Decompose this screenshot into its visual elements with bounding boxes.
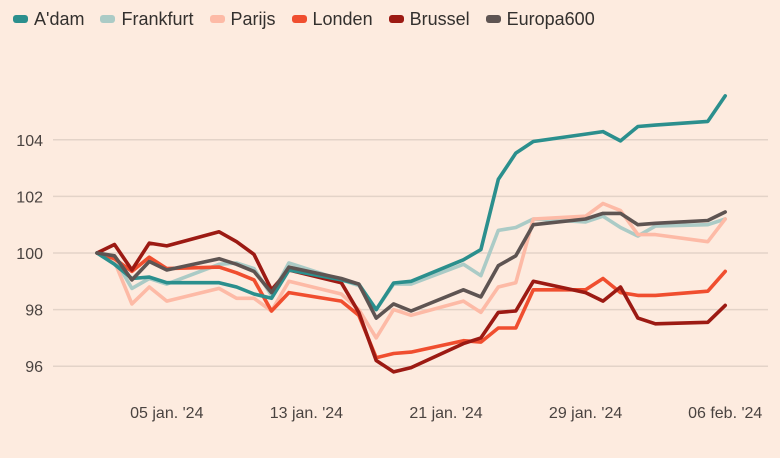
- x-tick-label: 29 jan. '24: [549, 405, 622, 422]
- legend-swatch: [13, 15, 28, 23]
- x-tick-label: 13 jan. '24: [270, 405, 343, 422]
- y-tick-label: 100: [16, 246, 43, 263]
- legend-swatch: [291, 15, 307, 23]
- legend-label: Parijs: [230, 8, 276, 29]
- y-tick-label: 104: [16, 133, 43, 150]
- legend-label: A'dam: [34, 8, 85, 29]
- x-tick-label: 06 feb. '24: [688, 405, 762, 422]
- y-tick-label: 98: [25, 303, 43, 320]
- series-line-adam: [95, 94, 728, 312]
- y-tick-label: 102: [16, 189, 43, 206]
- legend-item: A'dam: [13, 9, 84, 30]
- y-tick-label: 96: [25, 359, 43, 376]
- legend: A'dam Frankfurt Parijs Londen Brussel Europa6…: [13, 6, 595, 32]
- legend-label: Frankfurt: [121, 8, 194, 29]
- series-line-londen: [95, 251, 728, 360]
- legend-item: Europa600: [485, 8, 595, 30]
- x-tick-label: 21 jan. '24: [409, 405, 482, 422]
- legend-item: Parijs: [209, 8, 276, 30]
- legend-item: Frankfurt: [100, 8, 194, 30]
- legend-swatch: [388, 15, 404, 23]
- legend-item: Brussel: [388, 8, 470, 30]
- series-line-brussel: [95, 230, 728, 374]
- legend-label: Brussel: [409, 8, 470, 29]
- legend-swatch: [209, 15, 225, 23]
- series-line-parijs: [95, 201, 728, 340]
- legend-label: Europa600: [506, 8, 595, 29]
- series-line-europa600: [95, 210, 728, 320]
- legend-label: Londen: [312, 8, 373, 29]
- legend-item: Londen: [291, 8, 373, 30]
- x-tick-label: 05 jan. '24: [130, 405, 203, 422]
- legend-swatch: [485, 15, 501, 23]
- legend-swatch: [100, 15, 116, 23]
